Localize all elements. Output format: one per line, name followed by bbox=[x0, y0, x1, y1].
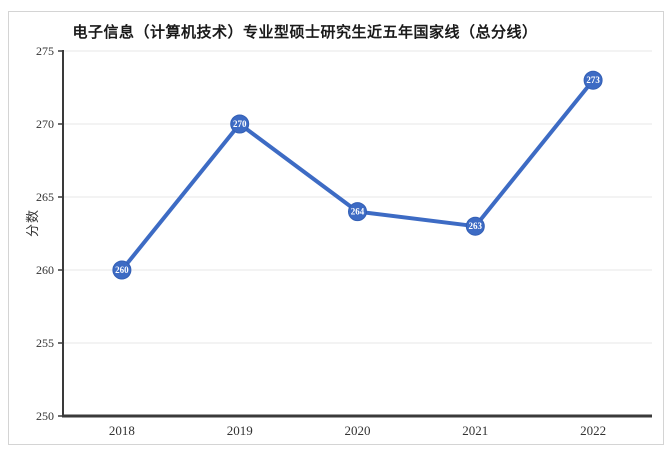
data-point-label: 273 bbox=[586, 75, 600, 85]
chart-title: 电子信息（计算机技术）专业型硕士研究生近五年国家线（总分线） bbox=[72, 24, 538, 41]
data-point[interactable]: 273 bbox=[583, 70, 603, 90]
x-tick-label: 2021 bbox=[462, 423, 488, 438]
y-tick-label: 255 bbox=[36, 336, 54, 350]
data-point[interactable]: 260 bbox=[112, 260, 132, 280]
data-point-marker[interactable] bbox=[465, 216, 485, 236]
chart-card: 电子信息（计算机技术）专业型硕士研究生近五年国家线（总分线） 分数 250 255… bbox=[8, 11, 664, 445]
x-tick-label: 2022 bbox=[580, 423, 606, 438]
y-tick-label: 260 bbox=[36, 263, 54, 277]
x-tick-label: 2018 bbox=[109, 423, 135, 438]
y-tick-label: 250 bbox=[36, 409, 54, 423]
data-point-label: 270 bbox=[233, 119, 247, 129]
line-chart: 250 255 260 265 270 275 2018 2019 2020 2021 2022 26… bbox=[36, 44, 652, 438]
data-point-label: 263 bbox=[469, 221, 483, 231]
data-point-marker[interactable] bbox=[583, 70, 603, 90]
data-point[interactable]: 270 bbox=[230, 114, 250, 134]
data-point-marker[interactable] bbox=[230, 114, 250, 134]
data-point-label: 264 bbox=[351, 207, 365, 217]
data-point-marker[interactable] bbox=[348, 202, 367, 222]
y-tick-label: 275 bbox=[36, 44, 54, 58]
data-point-label: 260 bbox=[115, 265, 129, 275]
data-line bbox=[119, 78, 596, 272]
data-point[interactable]: 263 bbox=[465, 216, 485, 236]
x-tick-label: 2019 bbox=[227, 423, 253, 438]
y-tick-label: 270 bbox=[36, 117, 54, 131]
data-point[interactable]: 264 bbox=[348, 202, 367, 222]
data-point-marker[interactable] bbox=[112, 260, 132, 280]
x-tick-label: 2020 bbox=[345, 423, 371, 438]
y-tick-label: 265 bbox=[36, 190, 54, 204]
